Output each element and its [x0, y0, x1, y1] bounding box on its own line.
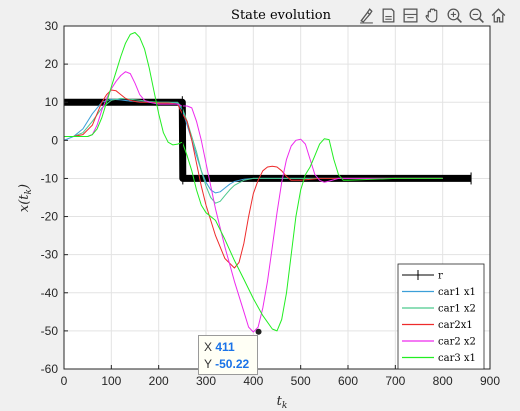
series-line-4: [64, 71, 443, 333]
zoom-in-icon[interactable]: [444, 5, 464, 25]
series-line-5: [64, 32, 443, 332]
x-tick-label: 900: [480, 374, 500, 388]
legend-box: [397, 263, 485, 370]
y-tick-label: -30: [41, 248, 59, 262]
y-tick-label: 10: [45, 95, 59, 109]
y-tick-label: 30: [45, 19, 59, 33]
x-tick-label: 100: [101, 374, 121, 388]
datatip-icon[interactable]: [400, 5, 420, 25]
x-tick-label: 400: [243, 374, 263, 388]
x-tick-label: 800: [433, 374, 453, 388]
save-icon[interactable]: [378, 5, 398, 25]
datatip-x-value: 411: [215, 340, 235, 354]
legend-entry-label: car2 x2: [438, 337, 476, 348]
x-tick-label: 300: [196, 374, 216, 388]
x-tick-label: 200: [149, 374, 169, 388]
chart-title: State evolution: [231, 8, 332, 23]
x-tick-label: 500: [291, 374, 311, 388]
y-axis-label: x(tk): [17, 184, 34, 212]
brush-icon[interactable]: [356, 5, 376, 25]
legend-entry-label: car3 x1: [438, 353, 476, 364]
y-tick-label: -50: [41, 324, 59, 338]
axes-toolbar: [356, 5, 508, 25]
legend[interactable]: r car1 x1 car1 x2 car2x1 car2 x2 car3 x1: [397, 263, 485, 370]
y-tick-label: 0: [51, 133, 58, 147]
series-layer: [63, 32, 472, 333]
x-tick-label: 600: [338, 374, 358, 388]
y-tick-label: -10: [41, 171, 59, 185]
axes-box: [63, 25, 491, 370]
y-tick-label: -60: [41, 362, 59, 376]
zoom-out-icon[interactable]: [466, 5, 486, 25]
x-tick-label: 0: [61, 374, 68, 388]
y-tick-label: 20: [45, 57, 59, 71]
legend-entry-label: car1 x2: [438, 304, 476, 315]
x-tick-label: 700: [385, 374, 405, 388]
y-tick-label: -40: [41, 286, 59, 300]
datatip-x-label: X: [204, 340, 213, 354]
legend-entry-label: car2x1: [438, 320, 473, 331]
datatip-y-label: Y: [204, 357, 212, 371]
datatip-y-value: -50.22: [215, 357, 250, 371]
datatip-point[interactable]: [255, 328, 262, 335]
pan-icon[interactable]: [422, 5, 442, 25]
x-axis-label: tk: [277, 394, 288, 411]
legend-entry-label: r: [438, 271, 443, 282]
series-line-3: [64, 89, 443, 269]
legend-entry-label: car1 x1: [438, 287, 476, 298]
y-tick-label: -20: [41, 210, 59, 224]
home-icon[interactable]: [488, 5, 508, 25]
series-line-2: [64, 97, 443, 204]
ticks: 0 100 200 300 400 500 600 700 800 9003020100-10-2…: [41, 19, 501, 388]
datatip[interactable]: X 411 Y -50.22: [198, 335, 258, 375]
